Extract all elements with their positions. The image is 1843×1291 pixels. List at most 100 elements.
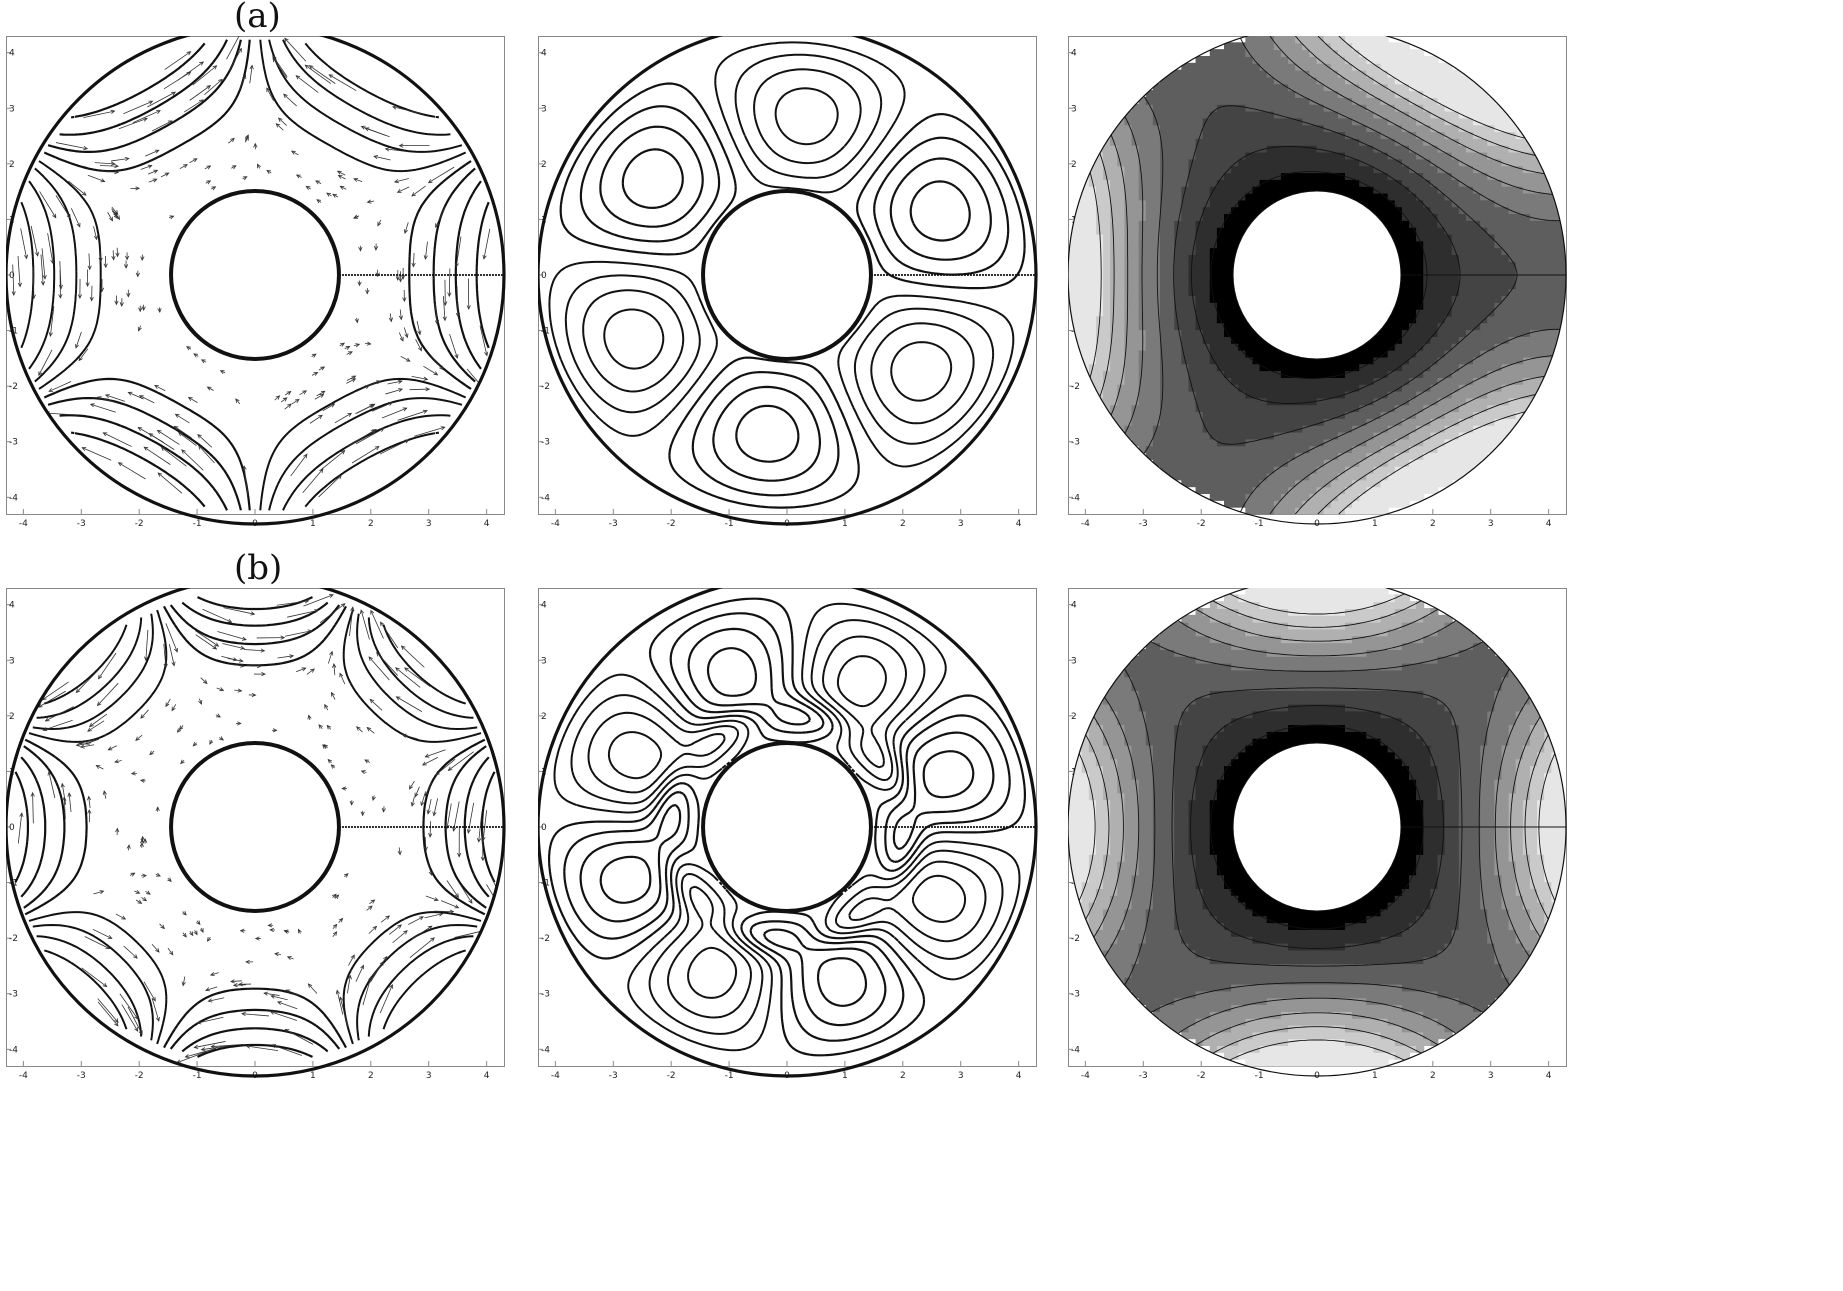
velocity-arrow [479,325,488,356]
shade-cell [1295,165,1304,174]
shade-cell [1252,438,1261,447]
velocity-arrowhead [167,877,172,883]
shade-cell [1216,213,1226,221]
shade-cell [1238,335,1247,344]
shade-cell [1366,397,1375,406]
shade-cell [1501,260,1510,269]
shade-cell [1387,96,1396,105]
shade-cell [1152,452,1161,460]
shade-cell [1380,390,1389,399]
shade-cell [1337,117,1346,126]
shade-cell [1330,452,1339,460]
velocity-arrow [334,412,352,424]
shade-cell [1117,342,1126,351]
shade-cell [1195,458,1204,467]
shade-cell [1252,465,1261,474]
velocity-arrowhead [405,357,411,362]
shade-cell [1366,349,1375,358]
shade-cell [1480,144,1489,153]
shade-cell [1437,226,1446,235]
shade-cell [1480,172,1489,180]
shade-cell [1458,458,1467,467]
shade-cell [1508,192,1517,201]
shade-cell [1152,363,1161,372]
shade-cell [1188,308,1197,317]
shade-cell [1145,342,1154,351]
shade-cell [1209,452,1218,460]
shade-cell [1501,417,1510,426]
shade-cell [1195,76,1204,85]
shade-cell [1337,172,1346,180]
shade-cell [1138,131,1147,139]
shade-cell [1181,144,1190,153]
x-tick-label: -2 [135,1071,144,1081]
shade-cell [1273,55,1282,64]
shade-cell [1501,117,1510,126]
shade-cell [1316,472,1325,481]
shade-cell [1245,206,1254,215]
shade-cell [1430,117,1439,126]
shade-cell [1259,185,1268,194]
shade-cell [1444,219,1453,228]
shade-cell [1074,247,1083,256]
shade-cell [1266,137,1275,146]
shade-cell [1202,322,1211,331]
shade-cell [1480,363,1489,372]
streamline-dashed [564,53,995,445]
shade-cell [1124,294,1133,303]
shade-cell [1209,315,1218,324]
shade-cell [1167,90,1176,98]
shade-cell [1238,445,1247,454]
velocity-arrow [78,348,89,361]
shade-cell [1252,404,1261,413]
shade-cell [1131,185,1140,194]
shade-cell [1394,213,1403,221]
shade-cell [1280,383,1290,392]
velocity-arrow [275,123,284,131]
shade-cell [1110,226,1119,235]
shade-cell [1387,144,1396,153]
shade-cell [1302,137,1311,146]
shade-cell [1245,165,1254,174]
shade-cell [1373,486,1382,495]
shade-cell [1259,506,1268,515]
shade-cell [1323,55,1332,64]
shade-cell [1252,103,1261,112]
shade-cell [1387,404,1396,413]
shade-cell [1302,36,1311,44]
velocity-arrowhead [332,931,338,936]
shade-cell [1231,55,1240,64]
shade-cell [1458,144,1467,153]
velocity-arrow [181,449,204,471]
shade-cell [1095,370,1105,378]
shade-cell [1195,55,1204,64]
shade-cell [1068,267,1076,276]
velocity-arrow [205,986,218,991]
shade-cell [1522,172,1531,180]
shade-cell [1138,363,1147,372]
shade-cell [1401,185,1410,194]
shade-cell [1231,376,1240,385]
shade-cell [1408,472,1418,481]
shade-cell [1359,76,1368,85]
velocity-arrowhead [96,396,102,401]
velocity-arrowhead [423,376,429,381]
velocity-arrow [403,327,408,338]
velocity-arrowhead [286,390,292,396]
shade-cell [1288,465,1297,474]
shade-cell [1124,356,1133,365]
shade-cell [1437,254,1446,262]
shade-cell [1473,288,1482,296]
shade-cell [1152,417,1161,426]
velocity-arrow [318,366,325,371]
velocity-arrow [141,897,147,901]
velocity-arrowhead [219,736,224,741]
shade-cell [1444,254,1453,262]
shade-cell [1231,151,1240,160]
velocity-arrowhead [242,74,247,80]
shade-cell [1330,376,1339,385]
shade-cell [1387,493,1396,501]
shade-cell [1181,219,1190,228]
velocity-arrow [295,75,319,93]
shade-cell [1124,342,1133,351]
